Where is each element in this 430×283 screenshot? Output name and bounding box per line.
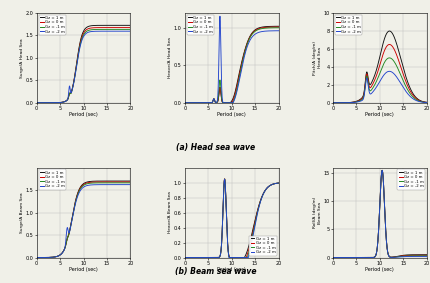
Y-axis label: Surge/A Head Sea: Surge/A Head Sea <box>20 38 24 78</box>
Y-axis label: Surge/A Beam Sea: Surge/A Beam Sea <box>20 192 24 233</box>
X-axis label: Period (sec): Period (sec) <box>217 267 246 272</box>
Legend: Gz = 1 m, Gz = 0 m, Gz = -1 m, Gz = -2 m: Gz = 1 m, Gz = 0 m, Gz = -1 m, Gz = -2 m <box>39 170 66 190</box>
Y-axis label: Roll/A (deg/m)
Beam Sea: Roll/A (deg/m) Beam Sea <box>313 197 321 228</box>
Legend: Gz = 1 m, Gz = 0 m, Gz = -1 m, Gz = -2 m: Gz = 1 m, Gz = 0 m, Gz = -1 m, Gz = -2 m <box>249 235 276 256</box>
Y-axis label: Heave/A Beam Sea: Heave/A Beam Sea <box>168 192 172 233</box>
Text: (a) Head sea wave: (a) Head sea wave <box>175 143 255 152</box>
X-axis label: Period (sec): Period (sec) <box>217 112 246 117</box>
X-axis label: Period (sec): Period (sec) <box>365 267 393 272</box>
Legend: Gz = 1 m, Gz = 0 m, Gz = -1 m, Gz = -2 m: Gz = 1 m, Gz = 0 m, Gz = -1 m, Gz = -2 m <box>39 15 66 35</box>
Legend: Gz = 1 m, Gz = 0 m, Gz = -1 m, Gz = -2 m: Gz = 1 m, Gz = 0 m, Gz = -1 m, Gz = -2 m <box>186 15 213 35</box>
Y-axis label: Pitch/A (deg/m)
Head Sea: Pitch/A (deg/m) Head Sea <box>313 41 321 75</box>
X-axis label: Period (sec): Period (sec) <box>69 267 98 272</box>
Y-axis label: Heave/A Head Sea: Heave/A Head Sea <box>168 37 172 78</box>
X-axis label: Period (sec): Period (sec) <box>69 112 98 117</box>
X-axis label: Period (sec): Period (sec) <box>365 112 393 117</box>
Text: (b) Beam sea wave: (b) Beam sea wave <box>174 267 256 276</box>
Legend: Gz = 1 m, Gz = 0 m, Gz = -1 m, Gz = -2 m: Gz = 1 m, Gz = 0 m, Gz = -1 m, Gz = -2 m <box>334 15 361 35</box>
Legend: Gz = 1 m, Gz = 0 m, Gz = -1 m, Gz = -2 m: Gz = 1 m, Gz = 0 m, Gz = -1 m, Gz = -2 m <box>396 170 424 190</box>
